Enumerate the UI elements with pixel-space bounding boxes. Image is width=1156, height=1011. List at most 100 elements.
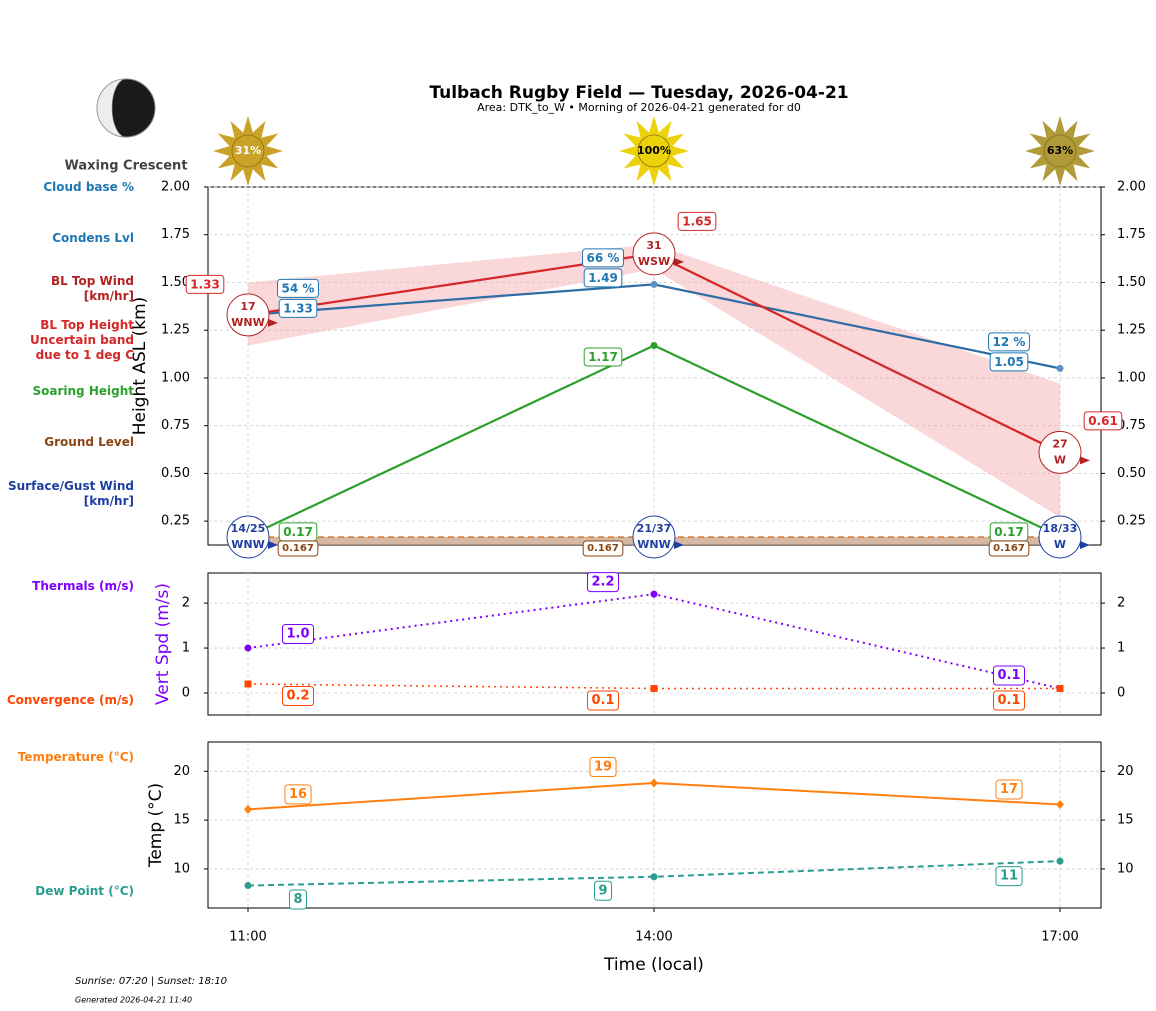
y-tick-label-right: 1 [1117, 641, 1125, 656]
value-label: 0.17 [283, 525, 313, 539]
y-tick-label: 1.75 [161, 227, 190, 242]
value-label: 1.17 [588, 350, 618, 364]
wind-circle [226, 515, 270, 559]
marker [244, 680, 252, 688]
marker [1056, 799, 1064, 809]
legend-label: Convergence (m/s) [6, 693, 134, 707]
y-tick-label-right: 0 [1117, 685, 1125, 700]
sun-label: 63% [1047, 144, 1073, 157]
y-tick-label-right: 0.50 [1117, 466, 1146, 481]
wind-speed: 21/37 [637, 522, 672, 535]
y-tick-label-right: 15 [1117, 813, 1134, 828]
plot-frame [207, 572, 1102, 716]
sun-label: 100% [637, 144, 671, 157]
value-label: 0.1 [591, 693, 614, 708]
marker [650, 280, 658, 288]
y-tick-label: 1.25 [161, 323, 190, 338]
label-box [277, 278, 319, 298]
y-tick-label: 1 [182, 641, 190, 656]
value-label: 0.167 [993, 543, 1025, 554]
y-tick-label: 0.75 [161, 418, 190, 433]
wind-arrow [674, 540, 684, 549]
y-tick-label-right: 2 [1117, 596, 1125, 611]
legend-label: Soaring Height [32, 384, 135, 398]
sun-times: Sunrise: 07:20 | Sunset: 18:10 [75, 976, 227, 987]
marker [650, 778, 658, 788]
y-tick-label-right: 1.00 [1117, 370, 1146, 385]
legend-label: BL Top Height [40, 318, 134, 332]
y-tick-label-right: 10 [1117, 861, 1134, 876]
sun [1043, 134, 1077, 168]
value-label: 1.49 [588, 271, 618, 285]
label-box [583, 268, 623, 288]
y-tick-label-right: 1.25 [1117, 323, 1146, 338]
x-tick-label: 11:00 [229, 930, 266, 945]
title: Tulbach Rugby Field — Tuesday, 2026-04-2… [429, 83, 848, 103]
value-label: 0.17 [994, 525, 1024, 539]
value-label: 1.65 [682, 214, 712, 228]
y-axis-label: Vert Spd (m/s) [153, 583, 173, 705]
wind-speed: 17 [240, 300, 255, 313]
wind-arrow [674, 257, 684, 266]
y-tick-label: 20 [173, 764, 190, 779]
marker [1056, 684, 1064, 692]
y-tick-label: 1.50 [161, 275, 190, 290]
moon-lit [96, 78, 127, 138]
label-box [1083, 411, 1123, 431]
legend-label: Uncertain band due to 1 deg C [30, 333, 134, 362]
marker [244, 804, 252, 814]
label-box [583, 347, 623, 367]
value-label: 1.33 [283, 301, 313, 315]
legend-label: Surface/Gust Wind [km/hr] [8, 479, 134, 508]
y-tick-label-right: 1.50 [1117, 275, 1146, 290]
label-box [992, 665, 1026, 686]
legend-label: Ground Level [44, 435, 134, 449]
wind-arrow [268, 540, 278, 549]
label-box [992, 690, 1026, 711]
label-box [284, 784, 312, 805]
y-axis-label: Height ASL (km) [130, 297, 150, 436]
label-box [288, 889, 308, 910]
y-tick-label: 0 [182, 685, 190, 700]
label-box [586, 572, 620, 593]
label-box [589, 757, 617, 778]
x-axis-label: Time (local) [603, 955, 704, 975]
wind-circle [632, 515, 676, 559]
value-label: 12 % [993, 335, 1026, 349]
wind-arrow [1080, 540, 1090, 549]
label-box [278, 298, 318, 318]
x-tick-label: 17:00 [1041, 930, 1078, 945]
legend-label: Cloud base % [43, 180, 134, 194]
wind-arrow [268, 318, 278, 327]
y-tick-label-right: 2.00 [1117, 180, 1146, 195]
value-label: 66 % [587, 251, 620, 265]
label-box [995, 779, 1023, 800]
y-tick-label-right: 0.25 [1117, 514, 1146, 529]
uncertainty-band [248, 244, 1060, 518]
wind-direction: W [1054, 453, 1066, 466]
marker [1056, 364, 1064, 372]
label-box [995, 866, 1023, 887]
wind-circle [1038, 515, 1082, 559]
sun [637, 134, 671, 168]
legend-label: BL Top Height Uncertain band due to 1 de… [24, 318, 134, 363]
legend-label: BL Top Wind [km/hr] [50, 274, 134, 303]
wind-arrow [1080, 456, 1090, 465]
wind-circle [1038, 430, 1082, 474]
x-tick-label: 14:00 [635, 930, 672, 945]
label-box [989, 352, 1029, 372]
label-box [185, 274, 225, 294]
label-box [988, 332, 1030, 352]
value-label: 17 [1000, 782, 1018, 797]
marker [1056, 857, 1064, 865]
value-label: 0.61 [1088, 414, 1118, 428]
value-label: 54 % [282, 281, 315, 295]
wind-direction: W [1054, 538, 1066, 551]
marker [650, 684, 658, 692]
value-label: 2.2 [591, 575, 614, 590]
subtitle: Area: DTK_to_W • Morning of 2026-04-21 g… [477, 101, 801, 114]
y-tick-label-right: 20 [1117, 764, 1134, 779]
legend-label: Temperature (°C) [17, 750, 134, 764]
